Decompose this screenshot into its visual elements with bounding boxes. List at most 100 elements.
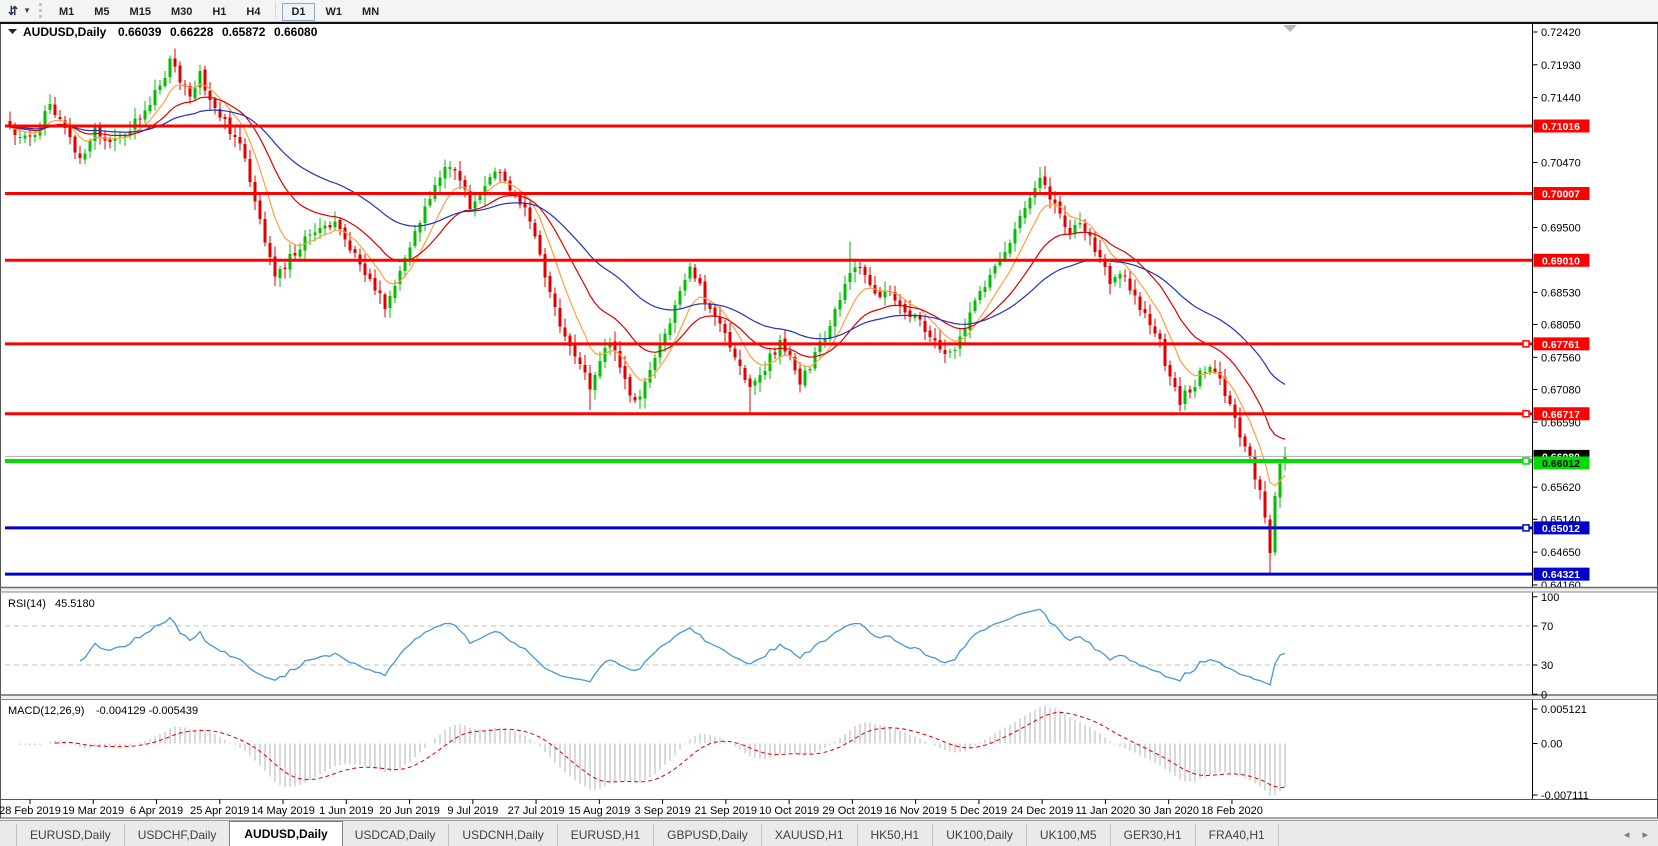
chart-tab-hk50-h1[interactable]: HK50,H1	[858, 824, 934, 846]
timeframe-button-w1[interactable]: W1	[325, 5, 343, 18]
candle-body	[613, 341, 617, 351]
chart-tab-usdchf-daily[interactable]: USDCHF,Daily	[125, 824, 231, 846]
candle-body	[748, 378, 752, 387]
price-line-badge: 0.67761	[1533, 337, 1590, 351]
chart-tab-xauusd-h1[interactable]: XAUUSD,H1	[762, 824, 858, 846]
candle-body	[1123, 275, 1127, 277]
price-line-badge-bg	[1533, 253, 1590, 267]
chart-tab-bar: EURUSD,Daily USDCHF,Daily AUDUSD,Daily USDC…	[0, 820, 1658, 846]
candle-body	[113, 137, 117, 142]
candle-body	[913, 315, 917, 319]
price-line-badge-bg	[1533, 567, 1590, 581]
date-tick-label: 18 Feb 2020	[1201, 805, 1263, 817]
chart-tab-audusd-daily[interactable]: AUDUSD,Daily	[229, 821, 343, 846]
candle-body	[93, 126, 97, 142]
price-line-badge-bg	[1533, 337, 1590, 351]
chart-tab-uk100-m5[interactable]: UK100,M5	[1027, 824, 1111, 846]
candle-body	[1138, 296, 1142, 311]
timeframe-button-m15[interactable]: M15	[129, 5, 151, 18]
candle-body	[163, 77, 167, 87]
candle-body	[1078, 222, 1082, 225]
candle-body	[1213, 368, 1217, 373]
candle-body	[188, 85, 192, 97]
candle-body	[393, 285, 397, 298]
candle-body	[133, 118, 137, 130]
chart-tab-usdcad-daily[interactable]: USDCAD,Daily	[342, 824, 450, 846]
candle-body	[318, 227, 322, 234]
hline-endpoint-marker[interactable]	[1522, 410, 1530, 418]
chart-tab-usdcnh-daily[interactable]: USDCNH,Daily	[449, 824, 558, 846]
candle-body	[108, 139, 112, 143]
caret-down-icon[interactable]: ▼	[23, 6, 31, 15]
hline-endpoint-marker[interactable]	[1522, 524, 1530, 532]
chart-expand-icon[interactable]	[8, 29, 17, 34]
candle-body	[178, 65, 182, 83]
candle-body	[68, 126, 72, 138]
candle-body	[1273, 496, 1277, 553]
candle-body	[753, 380, 757, 386]
chart-tab-fra40-h1[interactable]: FRA40,H1	[1196, 824, 1279, 846]
candle-body	[198, 70, 202, 88]
candle-body	[143, 110, 147, 120]
candle-body	[353, 248, 357, 253]
timeframe-button-h4[interactable]: H4	[246, 5, 261, 18]
candle-body	[638, 396, 642, 400]
candle-body	[438, 177, 442, 186]
autoscroll-marker-icon[interactable]	[1283, 25, 1297, 32]
candle-body	[693, 267, 697, 279]
candle-body	[1158, 333, 1162, 340]
rsi-tick-label: 70	[1541, 621, 1553, 633]
chart-shift-icon[interactable]: ⇵	[8, 3, 19, 18]
hline-endpoint-marker[interactable]	[1522, 340, 1530, 348]
timeframe-button-m30[interactable]: M30	[170, 5, 193, 18]
candle-body	[573, 344, 577, 357]
chart-tab-eurusd-h1[interactable]: EURUSD,H1	[558, 824, 655, 846]
tab-scroll-left-icon[interactable]: ◂	[1623, 829, 1630, 841]
candle-body	[388, 296, 392, 308]
toolbar-grip[interactable]	[38, 3, 42, 18]
candle-body	[643, 381, 647, 399]
timeframe-button-mn[interactable]: MN	[362, 5, 380, 18]
timeframe-button-m1[interactable]: M1	[58, 5, 75, 18]
candle-body	[803, 370, 807, 386]
date-tick-label: 3 Sep 2019	[634, 805, 690, 817]
candle-body	[828, 325, 832, 339]
date-tick-label: 16 Nov 2019	[884, 805, 946, 817]
candle-body	[443, 167, 447, 179]
candle-body	[518, 194, 522, 205]
candle-body	[843, 283, 847, 300]
timeframe-button-d1[interactable]: D1	[282, 2, 315, 21]
candle-body	[403, 257, 407, 271]
main-rsi-splitter[interactable]	[1, 587, 1657, 593]
candle-body	[798, 368, 802, 385]
hline-endpoint-marker[interactable]	[1522, 457, 1530, 465]
candle-body	[1233, 404, 1237, 418]
price-tick-label: 0.64650	[1541, 547, 1581, 559]
candle-body	[1128, 278, 1132, 291]
price-tick-label: 0.71440	[1541, 93, 1581, 105]
chart-tab-ger30-h1[interactable]: GER30,H1	[1111, 824, 1196, 846]
candle-body	[1253, 455, 1257, 480]
price-line-badge-bg	[1533, 456, 1590, 470]
timeframe-button-h1[interactable]: H1	[212, 5, 227, 18]
candle-body	[588, 372, 592, 390]
chart-canvas[interactable]: 0.72420 0.71930 0.71440 0.70470 0.69500 0.685…	[0, 22, 1658, 820]
candle-body	[883, 291, 887, 298]
price-line-badge: 0.64321	[1533, 567, 1590, 581]
chart-tab-eurusd-daily[interactable]: EURUSD,Daily	[16, 824, 125, 846]
candle-body	[948, 351, 952, 353]
chart-tab-uk100-daily[interactable]: UK100,Daily	[933, 824, 1027, 846]
candle-body	[488, 177, 492, 185]
candle-body	[1133, 289, 1137, 296]
candle-body	[768, 353, 772, 372]
rsi-macd-splitter[interactable]	[1, 695, 1657, 700]
timeframe-button-m5[interactable]: M5	[94, 5, 110, 18]
candle-body	[1198, 370, 1202, 386]
chart-tab-gbpusd-daily[interactable]: GBPUSD,Daily	[654, 824, 762, 846]
candle-body	[238, 136, 242, 144]
price-line-badge: 0.71016	[1533, 119, 1590, 133]
tab-scroll-right-icon[interactable]: ▸	[1642, 829, 1648, 841]
candle-body	[1263, 491, 1267, 518]
candle-body	[978, 291, 982, 300]
rsi-tick-label: 0	[1541, 689, 1547, 701]
